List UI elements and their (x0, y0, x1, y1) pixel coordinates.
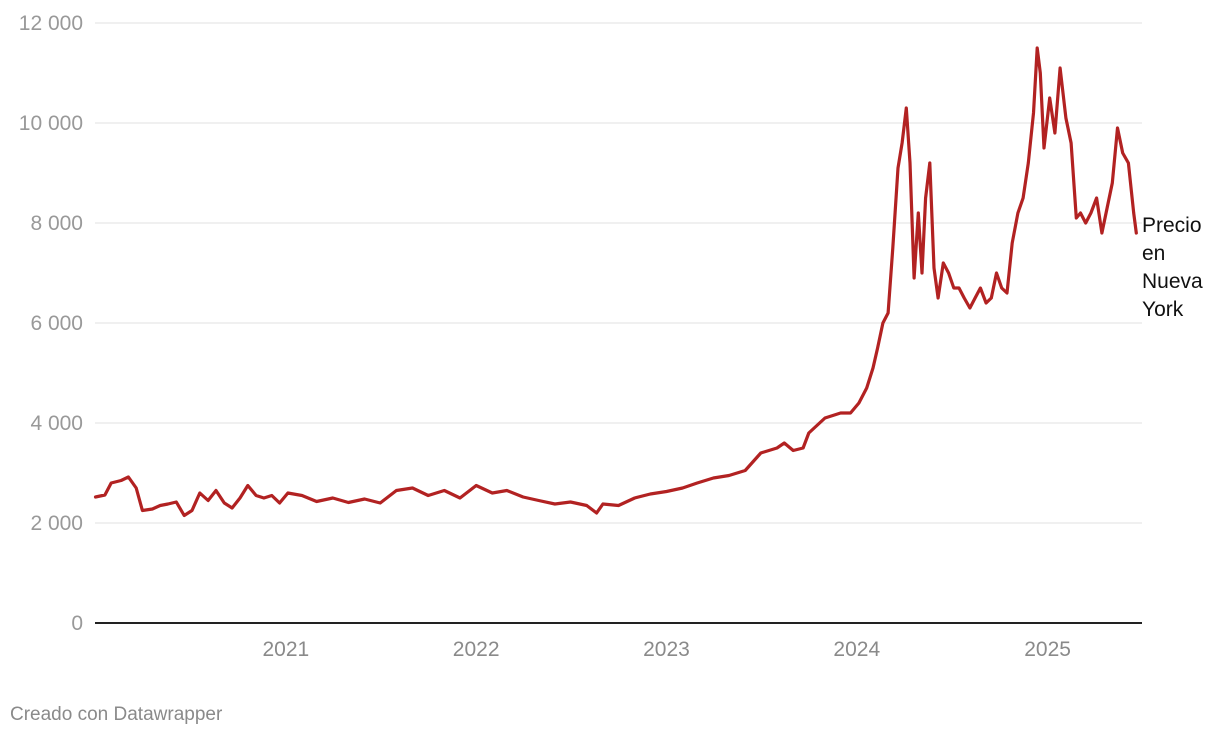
y-tick-label: 4 000 (30, 412, 83, 435)
x-tick-label: 2022 (453, 638, 500, 661)
series-label: Precio en Nueva York (1142, 214, 1203, 321)
gridlines (95, 22, 1142, 524)
y-tick-label: 6 000 (30, 312, 83, 335)
y-tick-label: 12 000 (19, 12, 83, 35)
series-line (93, 46, 1138, 518)
x-tick-label: 2023 (643, 638, 690, 661)
x-tick-label: 2024 (833, 638, 880, 661)
y-tick-label: 10 000 (19, 112, 83, 135)
y-tick-label: 0 (71, 612, 83, 635)
x-tick-label: 2025 (1024, 638, 1071, 661)
y-tick-label: 2 000 (30, 512, 83, 535)
footer-credit: Creado con Datawrapper (10, 704, 223, 725)
y-tick-label: 8 000 (30, 212, 83, 235)
x-axis-ticks: 2021 2022 2023 2024 2025 (262, 638, 1071, 661)
x-tick-label: 2021 (262, 638, 309, 661)
series-group (93, 46, 1138, 518)
y-axis-ticks: 0 2 000 4 000 6 000 8 000 10 000 12 000 (19, 12, 83, 635)
